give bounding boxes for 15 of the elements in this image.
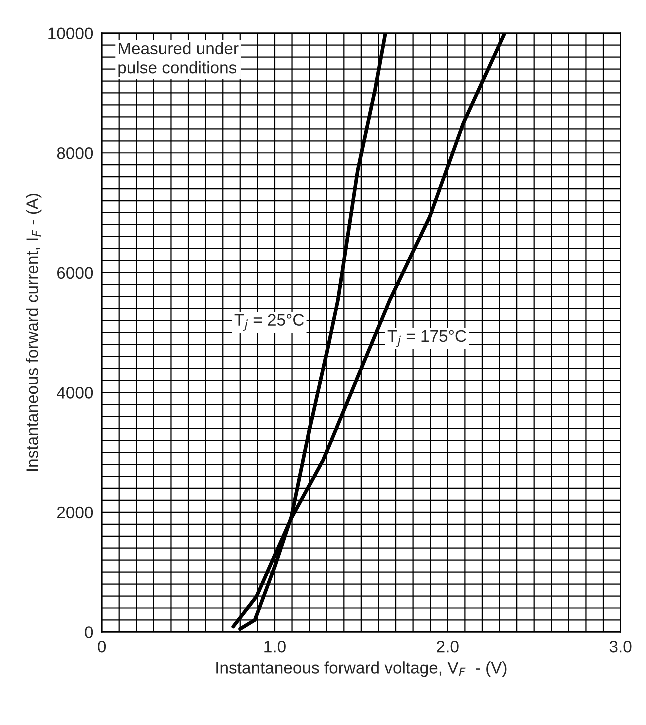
y-tick-label: 10000 bbox=[48, 28, 94, 40]
annotation: Measured under pulse conditions bbox=[118, 42, 239, 78]
y-tick-label: 6000 bbox=[58, 267, 94, 280]
x-axis-title: Instantaneous forward voltage, V$_{F}$ - (V) bbox=[216, 662, 507, 678]
x-tick-label: 2.0 bbox=[437, 640, 459, 653]
y-tick-label: 2000 bbox=[58, 506, 94, 519]
y-tick-label: 0 bbox=[85, 626, 94, 638]
x-tick-label: 3.0 bbox=[610, 640, 632, 653]
y-axis-title: Instantaneous forward current, I$_{F}$ - (A) bbox=[26, 194, 42, 472]
annotation: T$_{j}$ = 25°C bbox=[234, 314, 304, 331]
y-tick-label: 8000 bbox=[57, 148, 94, 160]
x-tick-label: 1.0 bbox=[264, 640, 286, 653]
y-tick-label: 4000 bbox=[57, 387, 94, 399]
x-tick-label: 0 bbox=[98, 640, 106, 653]
annotation: T$_{j}$ = 175°C bbox=[388, 330, 466, 348]
